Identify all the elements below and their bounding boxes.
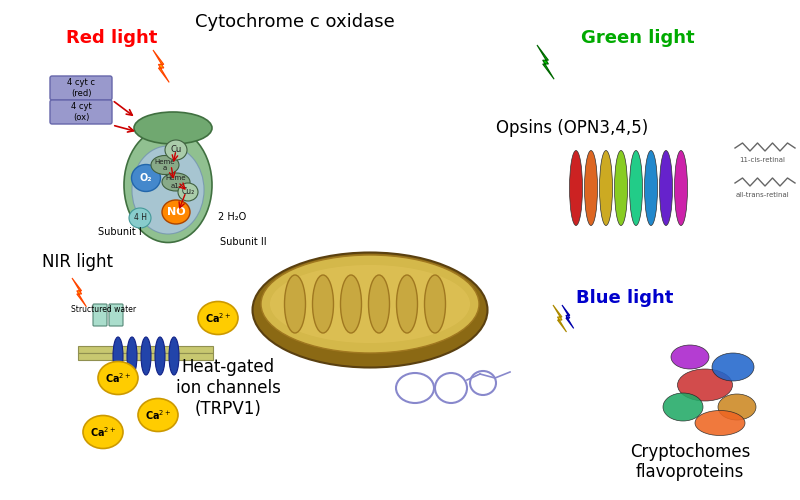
Ellipse shape	[659, 150, 673, 226]
Ellipse shape	[645, 150, 658, 226]
Ellipse shape	[285, 275, 306, 333]
Ellipse shape	[165, 140, 187, 160]
Ellipse shape	[570, 150, 582, 226]
Ellipse shape	[141, 337, 151, 375]
Ellipse shape	[162, 173, 190, 191]
Ellipse shape	[671, 345, 709, 369]
Ellipse shape	[425, 275, 446, 333]
Ellipse shape	[369, 275, 390, 333]
Polygon shape	[153, 50, 170, 82]
Ellipse shape	[253, 252, 487, 368]
Ellipse shape	[718, 394, 756, 420]
Text: all-trans-retinal: all-trans-retinal	[735, 192, 789, 198]
Ellipse shape	[131, 164, 161, 192]
Text: Ca$^{2+}$: Ca$^{2+}$	[105, 371, 131, 385]
Text: 11-cis-retinal: 11-cis-retinal	[739, 157, 785, 163]
Ellipse shape	[151, 156, 179, 174]
Ellipse shape	[585, 150, 598, 226]
Ellipse shape	[341, 275, 362, 333]
Ellipse shape	[674, 150, 687, 226]
Ellipse shape	[599, 150, 613, 226]
Ellipse shape	[134, 112, 212, 144]
Ellipse shape	[162, 200, 190, 224]
Text: Ca$^{2+}$: Ca$^{2+}$	[90, 425, 116, 439]
Ellipse shape	[132, 146, 204, 234]
FancyBboxPatch shape	[50, 100, 112, 124]
Text: Ca$^{2+}$: Ca$^{2+}$	[145, 408, 171, 422]
Text: Structured water: Structured water	[71, 306, 137, 314]
Text: Ca$^{2+}$: Ca$^{2+}$	[205, 311, 231, 325]
Ellipse shape	[178, 183, 198, 201]
Polygon shape	[553, 305, 566, 332]
Ellipse shape	[129, 208, 151, 228]
Text: Cryptochomes
flavoproteins: Cryptochomes flavoproteins	[630, 442, 750, 482]
Ellipse shape	[83, 416, 123, 448]
Text: 4 H: 4 H	[134, 214, 146, 222]
Ellipse shape	[712, 353, 754, 381]
Text: Heme
a: Heme a	[154, 158, 175, 172]
Text: 4 cyt
(ox): 4 cyt (ox)	[70, 102, 91, 122]
Ellipse shape	[198, 302, 238, 334]
Ellipse shape	[614, 150, 627, 226]
Ellipse shape	[98, 362, 138, 394]
FancyBboxPatch shape	[50, 76, 112, 100]
Polygon shape	[72, 278, 86, 307]
Text: Heat-gated
ion channels
(TRPV1): Heat-gated ion channels (TRPV1)	[175, 358, 281, 418]
FancyBboxPatch shape	[93, 304, 107, 326]
Ellipse shape	[138, 398, 178, 432]
FancyBboxPatch shape	[109, 304, 123, 326]
Text: Heme
a1ₑ: Heme a1ₑ	[166, 176, 186, 188]
Polygon shape	[537, 45, 554, 79]
Ellipse shape	[124, 128, 212, 242]
Ellipse shape	[127, 337, 137, 375]
Text: O₂: O₂	[140, 173, 152, 183]
Ellipse shape	[695, 410, 745, 436]
Ellipse shape	[270, 265, 470, 343]
Text: Red light: Red light	[66, 29, 158, 47]
Text: Subunit I: Subunit I	[98, 227, 142, 237]
Text: NO: NO	[166, 207, 186, 217]
Text: Subunit II: Subunit II	[220, 237, 266, 247]
Bar	[78, 346, 213, 353]
Text: 4 cyt c
(red): 4 cyt c (red)	[67, 78, 95, 98]
Ellipse shape	[397, 275, 418, 333]
Ellipse shape	[261, 255, 479, 353]
Text: Blue light: Blue light	[576, 289, 674, 307]
Ellipse shape	[313, 275, 334, 333]
Text: NIR light: NIR light	[42, 253, 114, 271]
Polygon shape	[562, 305, 574, 328]
Ellipse shape	[663, 393, 703, 421]
Ellipse shape	[678, 369, 733, 401]
Ellipse shape	[113, 337, 123, 375]
Text: Cu: Cu	[170, 146, 182, 154]
Text: Cytochrome c oxidase: Cytochrome c oxidase	[195, 13, 395, 31]
Ellipse shape	[169, 337, 179, 375]
Text: Green light: Green light	[581, 29, 695, 47]
Ellipse shape	[630, 150, 642, 226]
Ellipse shape	[155, 337, 165, 375]
Bar	[78, 353, 213, 360]
Text: Cu₂: Cu₂	[182, 188, 194, 196]
Text: Opsins (OPN3,4,5): Opsins (OPN3,4,5)	[496, 119, 648, 137]
Text: 2 H₂O: 2 H₂O	[218, 212, 246, 222]
